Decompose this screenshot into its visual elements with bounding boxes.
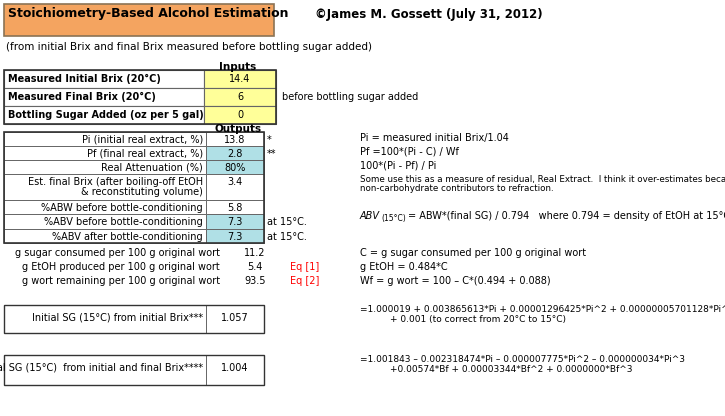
Bar [206,160,264,174]
Bar [4,146,206,160]
Text: 7.3: 7.3 [228,217,243,227]
Bar [4,70,204,88]
Text: 5.4: 5.4 [247,262,262,272]
Text: %ABV after bottle-conditioning: %ABV after bottle-conditioning [52,232,203,242]
Bar [206,214,264,229]
Text: Pf (final real extract, %): Pf (final real extract, %) [87,149,203,159]
Bar [4,70,276,124]
Bar [206,200,264,214]
Text: before bottling sugar added: before bottling sugar added [282,92,418,102]
Text: 11.2: 11.2 [244,248,266,258]
Text: g wort remaining per 100 g original wort: g wort remaining per 100 g original wort [22,276,220,286]
Text: =1.000019 + 0.003865613*Pi + 0.00001296425*Pi^2 + 0.00000005701128*Pi^3: =1.000019 + 0.003865613*Pi + 0.000012964… [360,305,725,314]
Text: at 15°C.: at 15°C. [267,232,307,242]
Text: Outputs: Outputs [215,124,262,134]
Text: (from initial Brix and final Brix measured before bottling sugar added): (from initial Brix and final Brix measur… [6,42,372,52]
Text: Final SG (15°C)  from initial and final Brix****: Final SG (15°C) from initial and final B… [0,363,203,373]
Text: %ABW before bottle-conditioning: %ABW before bottle-conditioning [41,203,203,213]
Text: Wf = g wort = 100 – C*(0.494 + 0.088): Wf = g wort = 100 – C*(0.494 + 0.088) [360,276,550,286]
Text: *: * [267,135,272,145]
Text: %ABV before bottle-conditioning: %ABV before bottle-conditioning [44,217,203,227]
Bar [4,132,264,243]
Text: 2.8: 2.8 [228,149,243,159]
Text: +0.00574*Bf + 0.00003344*Bf^2 + 0.0000000*Bf^3: +0.00574*Bf + 0.00003344*Bf^2 + 0.000000… [390,365,632,374]
Text: = ABW*(final SG) / 0.794   where 0.794 = density of EtOH at 15°C.: = ABW*(final SG) / 0.794 where 0.794 = d… [408,211,725,221]
Text: Est. final Brix (after boiling-off EtOH: Est. final Brix (after boiling-off EtOH [28,177,203,187]
Text: 1.057: 1.057 [221,313,249,323]
Text: 1.004: 1.004 [221,363,249,373]
Text: Stoichiometry-Based Alcohol Estimation: Stoichiometry-Based Alcohol Estimation [8,7,289,20]
Text: & reconstituting volume): & reconstituting volume) [81,187,203,197]
Bar [4,305,206,333]
Text: ABV: ABV [360,211,380,221]
Text: **: ** [267,149,276,159]
Text: Pf =100*(Pi - C) / Wf: Pf =100*(Pi - C) / Wf [360,147,459,157]
Text: at 15°C.: at 15°C. [267,217,307,227]
Bar [204,70,276,88]
Text: 93.5: 93.5 [244,276,266,286]
Text: Some use this as a measure of residual, Real Extract.  I think it over-estimates: Some use this as a measure of residual, … [360,175,725,184]
Text: g EtOH produced per 100 g original wort: g EtOH produced per 100 g original wort [22,262,220,272]
Text: 14.4: 14.4 [229,74,251,84]
Text: g EtOH = 0.484*C: g EtOH = 0.484*C [360,262,447,272]
Bar [206,355,264,385]
Bar [204,88,276,106]
Text: Measured Initial Brix (20°C): Measured Initial Brix (20°C) [8,74,161,84]
Bar [4,160,206,174]
Bar [206,146,264,160]
Text: 0: 0 [237,110,243,120]
Text: 13.8: 13.8 [224,135,246,145]
Text: 7.3: 7.3 [228,232,243,242]
Text: Inputs: Inputs [220,62,257,72]
Text: (15°C): (15°C) [381,214,406,223]
Bar [206,132,264,146]
Bar [4,305,264,333]
Text: Eq [1]: Eq [1] [290,262,319,272]
Text: Initial SG (15°C) from initial Brix***: Initial SG (15°C) from initial Brix*** [32,313,203,323]
Bar [4,200,206,214]
Bar [204,106,276,124]
Bar [4,229,206,243]
Bar [4,174,206,200]
Bar [4,355,264,385]
Text: Eq [2]: Eq [2] [290,276,320,286]
Text: 80%: 80% [224,163,246,173]
Bar [206,305,264,333]
Bar [4,88,204,106]
Bar [4,132,206,146]
Text: 3.4: 3.4 [228,177,243,187]
Text: ©James M. Gossett (July 31, 2012): ©James M. Gossett (July 31, 2012) [315,8,542,21]
Bar [206,229,264,243]
Text: Real Attenuation (%): Real Attenuation (%) [102,163,203,173]
Text: C = g sugar consumed per 100 g original wort: C = g sugar consumed per 100 g original … [360,248,586,258]
Bar [4,355,206,385]
Text: Pi (initial real extract, %): Pi (initial real extract, %) [82,135,203,145]
Bar [4,214,206,229]
Bar [206,174,264,200]
Text: + 0.001 (to correct from 20°C to 15°C): + 0.001 (to correct from 20°C to 15°C) [390,315,566,324]
Text: g sugar consumed per 100 g original wort: g sugar consumed per 100 g original wort [15,248,220,258]
Text: =1.001843 – 0.002318474*Pi – 0.000007775*Pi^2 – 0.000000034*Pi^3: =1.001843 – 0.002318474*Pi – 0.000007775… [360,355,685,364]
Text: Pi = measured initial Brix/1.04: Pi = measured initial Brix/1.04 [360,133,509,143]
Bar [4,106,204,124]
Text: 5.8: 5.8 [228,203,243,213]
Text: non-carbohydrate contributors to refraction.: non-carbohydrate contributors to refract… [360,184,554,193]
Text: Bottling Sugar Added (oz per 5 gal): Bottling Sugar Added (oz per 5 gal) [8,110,204,120]
Bar [4,4,274,36]
Text: 6: 6 [237,92,243,102]
Text: 100*(Pi - Pf) / Pi: 100*(Pi - Pf) / Pi [360,161,436,171]
Text: Measured Final Brix (20°C): Measured Final Brix (20°C) [8,92,156,102]
